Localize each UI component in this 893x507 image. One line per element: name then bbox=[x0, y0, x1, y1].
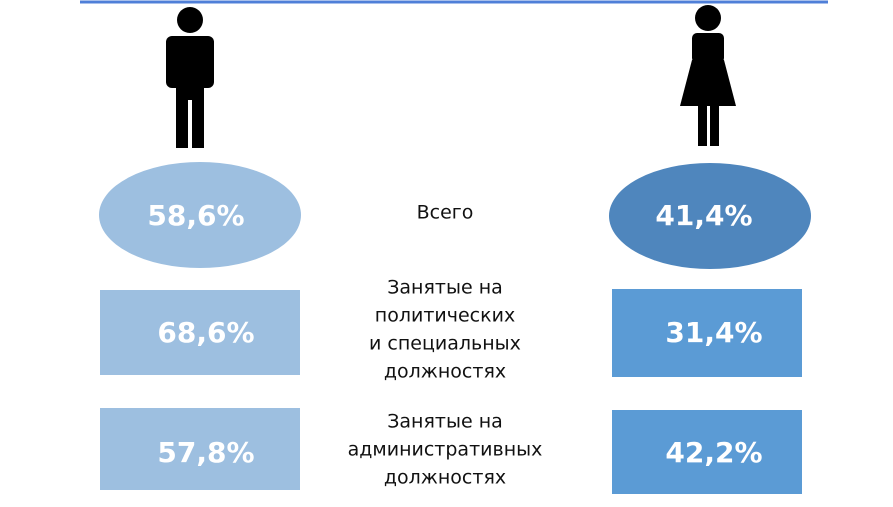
women-value: 31,4% bbox=[665, 316, 762, 349]
row-label: Занятые на bbox=[387, 411, 503, 433]
men-box bbox=[100, 290, 300, 375]
row-label: и специальных bbox=[369, 333, 521, 355]
men-value: 68,6% bbox=[157, 316, 254, 349]
row-label: Всего bbox=[417, 202, 474, 224]
men-box bbox=[100, 408, 300, 490]
row-label: административных bbox=[348, 439, 543, 461]
woman-icon bbox=[680, 5, 736, 146]
row-label: Занятые на bbox=[387, 277, 503, 299]
women-box bbox=[612, 289, 802, 377]
man-icon bbox=[166, 7, 214, 148]
women-value: 41,4% bbox=[655, 199, 752, 232]
women-value: 42,2% bbox=[665, 436, 762, 469]
row-label: политических bbox=[375, 305, 515, 327]
row-label: должностях bbox=[384, 467, 506, 489]
women-box bbox=[612, 410, 802, 494]
men-value: 58,6% bbox=[147, 199, 244, 232]
women-ellipse bbox=[609, 163, 811, 269]
row-label: должностях bbox=[384, 361, 506, 383]
men-ellipse bbox=[99, 162, 301, 268]
men-value: 57,8% bbox=[157, 436, 254, 469]
